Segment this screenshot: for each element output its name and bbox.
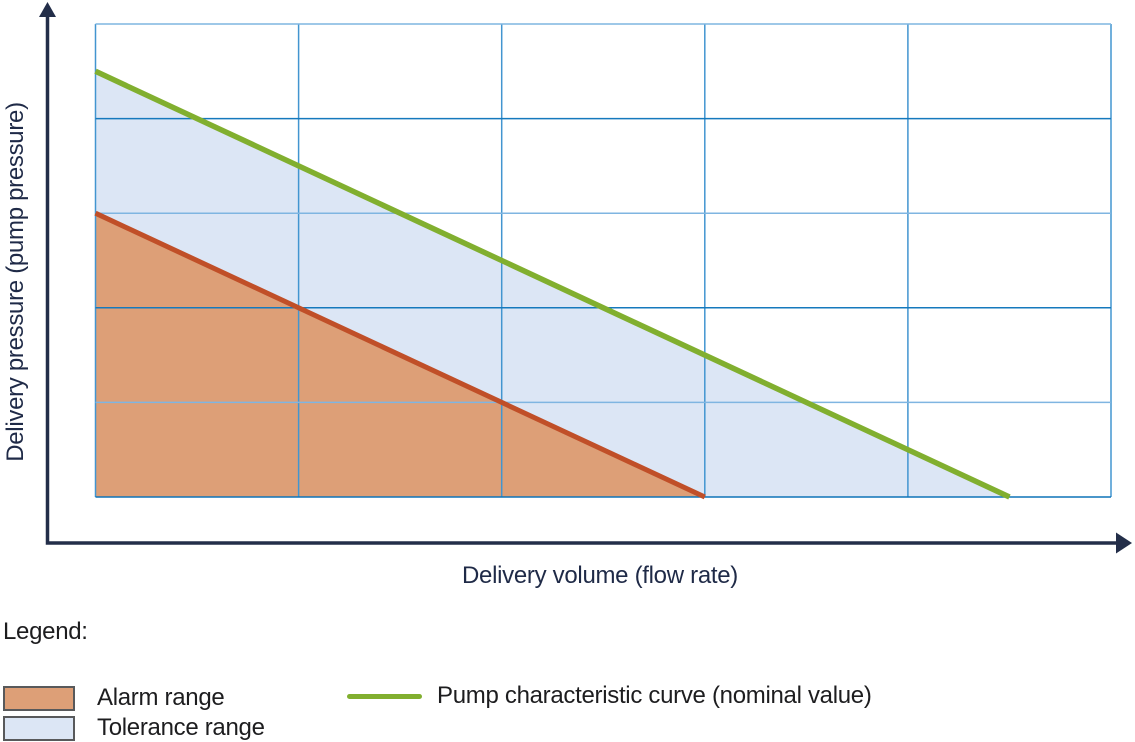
alarm-limit-line <box>94 210 706 500</box>
alarm-range-swatch <box>3 685 75 711</box>
legend-title: Legend: <box>3 618 88 645</box>
x-axis-label: Delivery volume (flow rate) <box>462 562 738 589</box>
axes-lines <box>45 14 1118 545</box>
legend-item-label: Pump characteristic curve (nominal value… <box>437 682 872 709</box>
legend-item-label: Tolerance range <box>97 714 265 741</box>
nominal-pump-curve <box>94 68 1011 500</box>
legend-item-nominal-curve: Pump characteristic curve (nominal value… <box>347 682 872 710</box>
nominal-curve-swatch <box>347 693 422 699</box>
y-axis-label: Delivery pressure (pump pressure) <box>2 102 29 462</box>
y-axis-arrowhead <box>39 2 56 17</box>
x-axis-arrowhead <box>1116 532 1132 554</box>
legend-item-alarm-range: Alarm range <box>3 684 225 712</box>
legend-item-tolerance-range: Tolerance range <box>3 714 265 742</box>
tolerance-range-swatch <box>3 715 75 741</box>
legend-item-label: Alarm range <box>97 684 225 711</box>
